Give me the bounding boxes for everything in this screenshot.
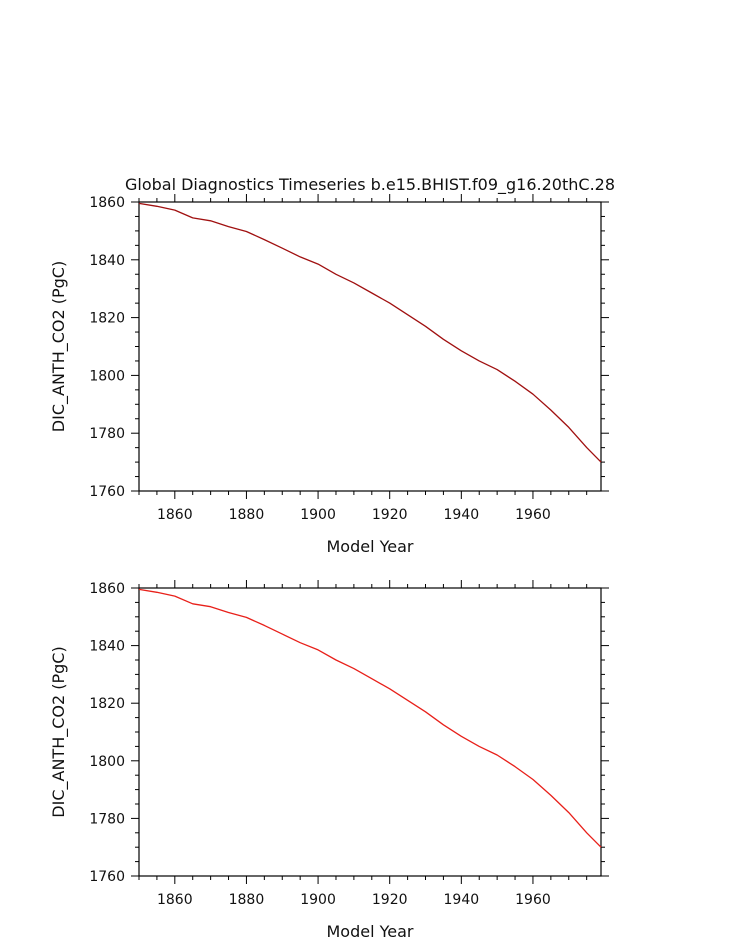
y-tick-label: 1800: [89, 754, 125, 770]
x-tick-label: 1920: [372, 507, 408, 523]
y-tick-label: 1780: [89, 811, 125, 827]
y-axis-title: DIC_ANTH_CO2 (PgC): [49, 261, 69, 432]
x-tick-label: 1940: [444, 892, 480, 908]
x-tick-label: 1900: [300, 507, 336, 523]
x-tick-label: 1960: [515, 507, 551, 523]
y-tick-label: 1860: [89, 581, 125, 597]
x-tick-label: 1960: [515, 892, 551, 908]
y-axis-title: DIC_ANTH_CO2 (PgC): [49, 646, 69, 817]
plot-frame: [138, 587, 602, 877]
chart-panel-1: 1860 1880 1900 1920 1940 1960 1760 1780 1800 1820…: [49, 194, 609, 556]
chart-panel-2: 1860 1880 1900 1920 1940 1960 1760 1780 1800 1820…: [49, 580, 609, 941]
plot-frame: [138, 201, 602, 492]
y-tick-label: 1840: [89, 639, 125, 655]
x-axis-title: Model Year: [327, 922, 414, 941]
series-line-1: [138, 588, 602, 848]
series-line-1: [138, 202, 602, 463]
figure-title: Global Diagnostics Timeseries b.e15.BHIS…: [125, 175, 615, 195]
x-tick-label: 1860: [157, 507, 193, 523]
y-tick-label: 1860: [89, 195, 125, 211]
x-tick-label: 1920: [372, 892, 408, 908]
x-axis-title: Model Year: [327, 537, 414, 556]
y-tick-label: 1820: [89, 311, 125, 327]
y-tick-label: 1760: [89, 869, 125, 885]
y-tick-label: 1840: [89, 253, 125, 269]
chart-panels: 1860 1880 1900 1920 1940 1960 1760 1780 1800 1820…: [49, 194, 609, 941]
x-tick-label: 1880: [229, 507, 265, 523]
y-tick-label: 1800: [89, 368, 125, 384]
x-tick-label: 1860: [157, 892, 193, 908]
x-tick-label: 1880: [229, 892, 265, 908]
y-tick-label: 1820: [89, 696, 125, 712]
x-tick-label: 1900: [300, 892, 336, 908]
y-tick-label: 1760: [89, 484, 125, 500]
y-tick-label: 1780: [89, 426, 125, 442]
x-tick-label: 1940: [444, 507, 480, 523]
